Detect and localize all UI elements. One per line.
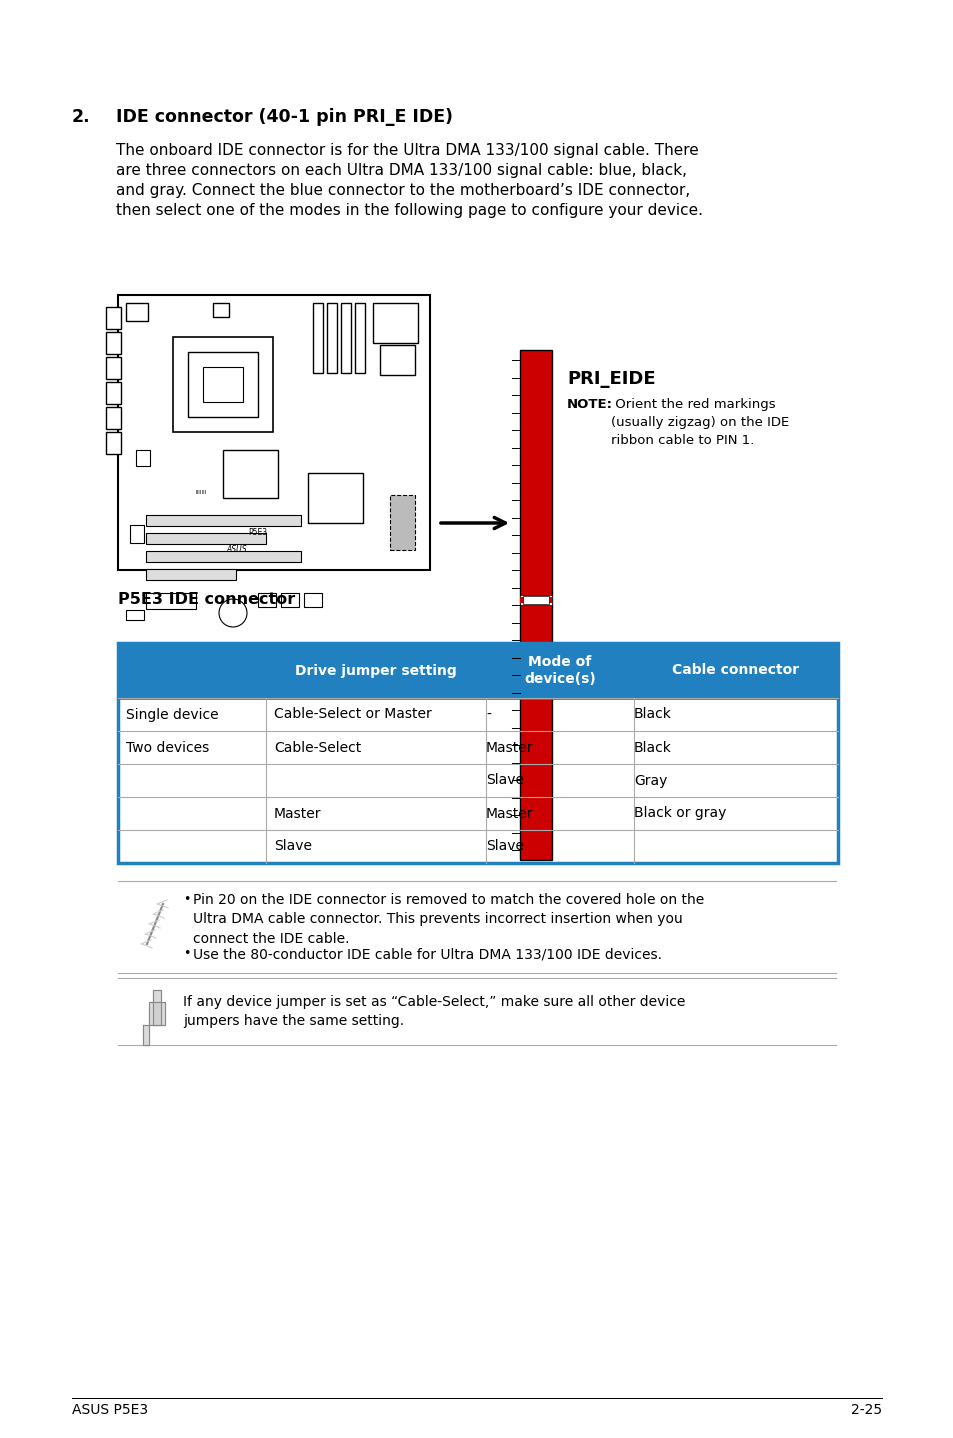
Text: and gray. Connect the blue connector to the motherboard’s IDE connector,: and gray. Connect the blue connector to … — [116, 183, 690, 198]
Text: are three connectors on each Ultra DMA 133/100 signal cable: blue, black,: are three connectors on each Ultra DMA 1… — [116, 162, 686, 178]
Bar — [118, 295, 430, 569]
Bar — [373, 303, 417, 344]
Bar — [130, 525, 144, 544]
Bar — [519, 349, 552, 860]
Text: Gray: Gray — [634, 774, 667, 788]
Text: Master: Master — [485, 807, 533, 821]
Bar — [106, 306, 121, 329]
Text: If any device jumper is set as “Cable-Select,” make sure all other device
jumper: If any device jumper is set as “Cable-Se… — [183, 995, 684, 1028]
Bar — [118, 643, 837, 863]
Text: 2-25: 2-25 — [850, 1403, 882, 1416]
Text: Use the 80-conductor IDE cable for Ultra DMA 133/100 IDE devices.: Use the 80-conductor IDE cable for Ultra… — [193, 948, 661, 961]
Text: •: • — [183, 893, 191, 906]
Bar — [203, 367, 243, 403]
Bar — [118, 643, 837, 697]
Bar — [106, 357, 121, 380]
Bar — [106, 407, 121, 429]
Bar — [308, 473, 363, 523]
Circle shape — [219, 600, 247, 627]
Bar — [136, 450, 150, 466]
Bar — [257, 592, 275, 607]
Bar — [106, 332, 121, 354]
Text: IIIIIII: IIIIIII — [195, 490, 207, 495]
Text: Pin 20 on the IDE connector is removed to match the covered hole on the
Ultra DM: Pin 20 on the IDE connector is removed t… — [193, 893, 703, 946]
Text: Slave: Slave — [485, 774, 523, 788]
Text: Drive jumper setting: Drive jumper setting — [294, 663, 456, 677]
Bar — [223, 450, 277, 498]
Text: Two devices: Two devices — [126, 741, 209, 755]
Text: The onboard IDE connector is for the Ultra DMA 133/100 signal cable. There: The onboard IDE connector is for the Ult… — [116, 142, 698, 158]
Bar — [146, 592, 195, 610]
Bar — [146, 533, 266, 544]
Bar — [281, 592, 298, 607]
Text: Orient the red markings
(usually zigzag) on the IDE
ribbon cable to PIN 1.: Orient the red markings (usually zigzag)… — [610, 398, 788, 447]
Bar — [327, 303, 336, 372]
Bar — [106, 431, 121, 454]
Polygon shape — [143, 1002, 165, 1045]
Bar — [146, 569, 235, 580]
Bar — [146, 551, 301, 562]
Text: IDE connector (40-1 pin PRI_E IDE): IDE connector (40-1 pin PRI_E IDE) — [116, 108, 453, 127]
Text: Black: Black — [634, 741, 671, 755]
Text: -: - — [485, 707, 491, 722]
Text: NOTE:: NOTE: — [566, 398, 613, 411]
Bar — [213, 303, 229, 316]
Text: Single device: Single device — [126, 707, 218, 722]
Bar — [172, 336, 273, 431]
Text: PRI_EIDE: PRI_EIDE — [566, 370, 655, 388]
Text: Cable-Select: Cable-Select — [274, 741, 361, 755]
Bar — [313, 303, 323, 372]
Bar — [146, 515, 301, 526]
Bar — [126, 303, 148, 321]
Text: then select one of the modes in the following page to configure your device.: then select one of the modes in the foll… — [116, 203, 702, 219]
Text: Slave: Slave — [485, 840, 523, 854]
Bar — [106, 383, 121, 404]
Bar — [379, 345, 415, 375]
Bar — [355, 303, 365, 372]
Text: Black or gray: Black or gray — [634, 807, 725, 821]
Text: ASUS: ASUS — [226, 545, 247, 554]
Text: Mode of
device(s): Mode of device(s) — [523, 654, 596, 686]
Bar — [304, 592, 322, 607]
Bar — [390, 495, 415, 549]
Text: Black: Black — [634, 707, 671, 722]
Bar — [519, 595, 552, 605]
Text: P5E3: P5E3 — [248, 528, 267, 536]
Text: 2.: 2. — [71, 108, 91, 127]
Text: P5E3 IDE connector: P5E3 IDE connector — [118, 592, 294, 607]
Text: Cable connector: Cable connector — [672, 663, 799, 677]
Bar — [522, 595, 548, 604]
Text: Master: Master — [485, 741, 533, 755]
Bar — [188, 352, 257, 417]
Text: •: • — [183, 948, 191, 961]
Text: Cable-Select or Master: Cable-Select or Master — [274, 707, 432, 722]
Polygon shape — [152, 989, 161, 1025]
Text: ASUS P5E3: ASUS P5E3 — [71, 1403, 148, 1416]
Bar — [519, 597, 552, 603]
Text: Slave: Slave — [274, 840, 312, 854]
Bar — [126, 610, 144, 620]
Text: Master: Master — [274, 807, 321, 821]
Bar — [340, 303, 351, 372]
